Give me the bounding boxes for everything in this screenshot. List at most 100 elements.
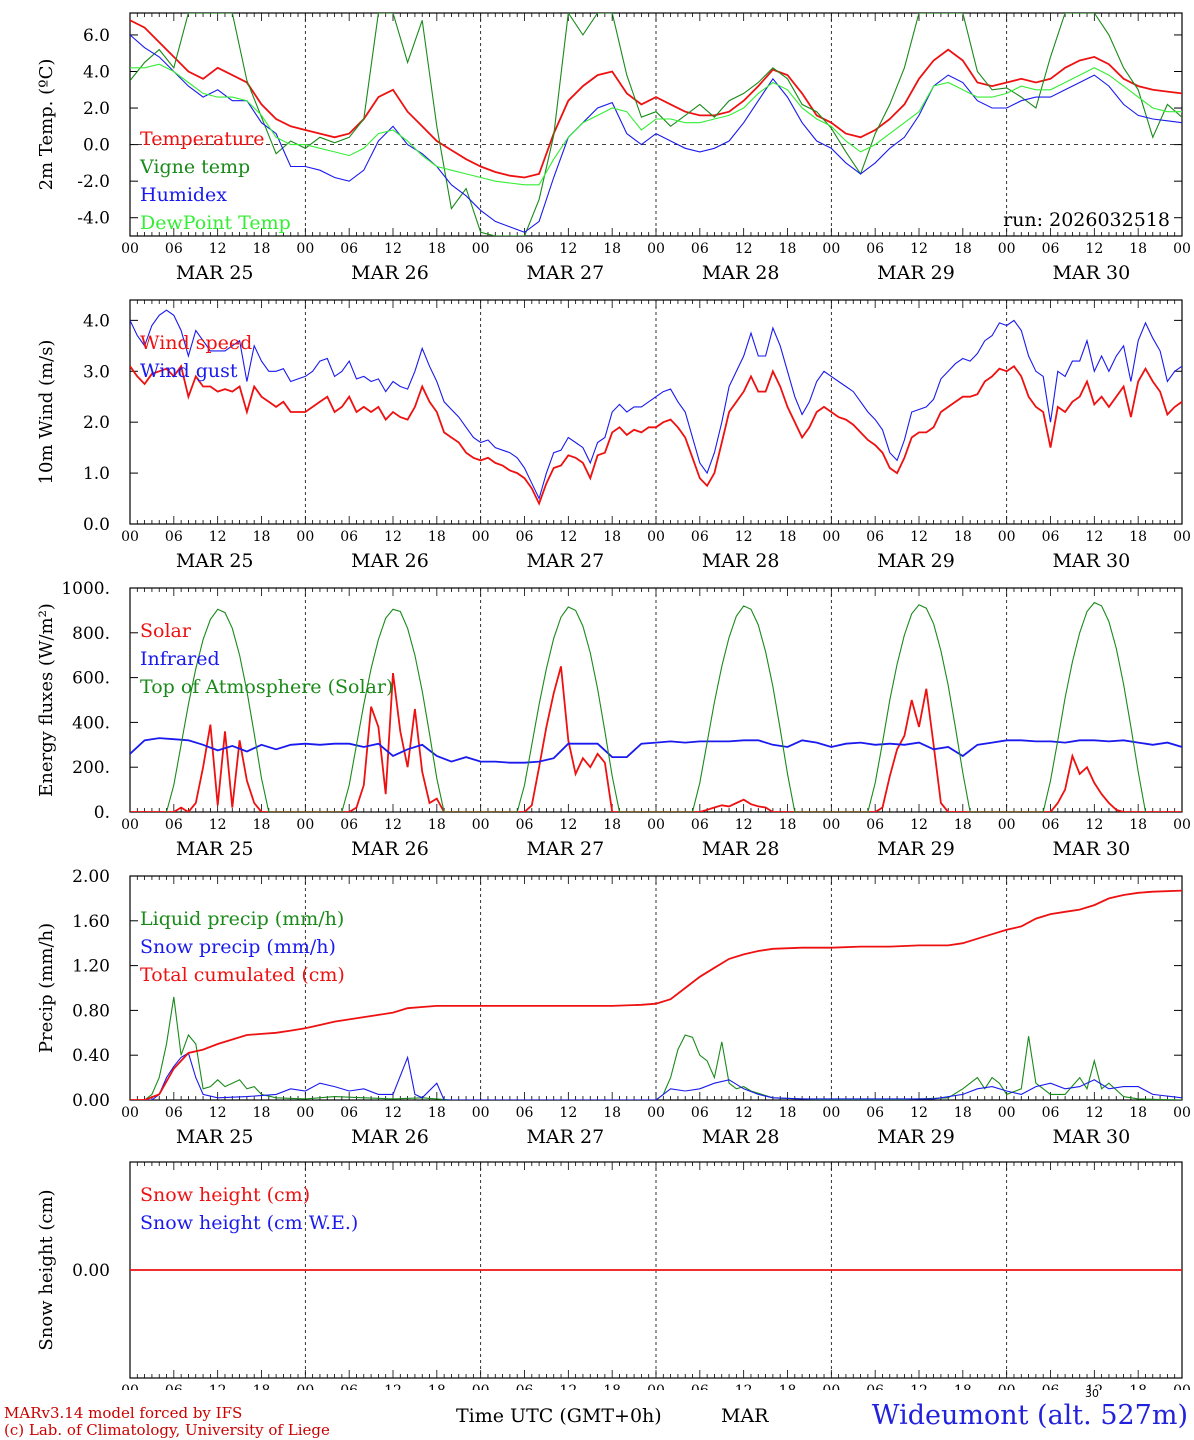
x-tick-label: 00 [472,529,490,545]
x-tick-label: 06 [866,1105,884,1121]
month-label: MAR [721,1405,769,1427]
y-tick-label: 0.40 [72,1046,110,1066]
x-tick-label: 06 [691,817,709,833]
x-tick-label: 00 [822,241,840,257]
x-tick-label: 18 [1129,817,1147,833]
legend-entry: Infrared [140,648,220,670]
x-tick-label: 06 [1042,1383,1060,1390]
y-axis-label: 2m Temp. (ºC) [36,59,57,191]
day-label: MAR 28 [702,550,780,572]
x-tick-label: 00 [121,1383,139,1390]
y-tick-label: 1000. [61,579,110,599]
model-credit: MARv3.14 model forced by IFS [4,1404,243,1422]
x-tick-label: 18 [428,529,446,545]
x-tick-label: 06 [165,1105,183,1121]
x-tick-label: 12 [384,1105,402,1121]
panel-snow: 00 06 12 18 00 06 12 18 00 06 12 18 00 06 12 18 00 06 12 18… [36,1161,1191,1390]
y-tick-label: 400. [72,713,110,733]
y-axis-label: Energy fluxes (W/m²) [36,603,57,797]
x-tick-label: 06 [516,529,534,545]
panel-frame [129,299,1183,525]
x-tick-label: 12 [735,1383,753,1390]
day-label: MAR 27 [526,1126,604,1148]
x-tick-label: 00 [822,529,840,545]
legend-entry: Humidex [140,184,227,206]
x-tick-label: 06 [691,1383,709,1390]
y-tick-label: 600. [72,669,110,689]
day-label: MAR 30 [1052,262,1130,284]
x-tick-label: 18 [603,817,621,833]
x-tick-label: 18 [954,817,972,833]
x-tick-label: 00 [1173,1383,1191,1390]
x-tick-label: 00 [472,817,490,833]
day-label: MAR 25 [176,550,254,572]
x-tick-label: 18 [253,1105,271,1121]
day-label: MAR 26 [351,262,429,284]
x-tick-label: 00 [647,529,665,545]
x-tick-label: 00 [822,817,840,833]
x-tick-label: 06 [165,529,183,545]
x-tick-label: 18 [1129,1105,1147,1121]
day-label: MAR 30 [1052,838,1130,860]
x-tick-label: 18 [779,529,797,545]
day-label: MAR 29 [877,262,955,284]
x-tick-label: 00 [296,1383,314,1390]
y-tick-label: -2.0 [77,172,110,192]
x-tick-label: 06 [866,241,884,257]
day-label: MAR 28 [702,262,780,284]
x-tick-label: 12 [910,529,928,545]
x-tick-label: 00 [296,241,314,257]
x-tick-label: 12 [1085,1383,1103,1390]
x-tick-label: 06 [691,241,709,257]
x-tick-label: 06 [1042,817,1060,833]
x-tick-label: 18 [253,529,271,545]
x-tick-label: 06 [516,241,534,257]
x-tick-label: 12 [735,529,753,545]
x-tick-label: 18 [603,241,621,257]
y-tick-label: 0.0 [83,136,110,156]
x-tick-label: 00 [472,241,490,257]
panel-frame [129,587,1183,813]
x-tick-label: 00 [121,1105,139,1121]
x-tick-label: 00 [822,1105,840,1121]
x-tick-label: 00 [998,817,1016,833]
day-marker: 30 [1085,1387,1099,1400]
x-tick-label: 00 [121,529,139,545]
day-label: MAR 28 [702,1126,780,1148]
x-tick-label: 06 [516,1105,534,1121]
panel-wind: 00 06 12 18 00 06 12 18 00 06 12 18 00 06 12 18 00 06 12 18… [36,299,1191,572]
x-tick-label: 00 [1173,817,1191,833]
x-tick-label: 12 [559,1105,577,1121]
x-tick-label: 06 [691,1105,709,1121]
day-label: MAR 26 [351,838,429,860]
x-tick-label: 06 [340,241,358,257]
y-tick-label: 1.0 [83,464,110,484]
day-label: MAR 27 [526,838,604,860]
x-tick-label: 00 [472,1383,490,1390]
x-tick-label: 00 [998,529,1016,545]
y-tick-label: 3.0 [83,362,110,382]
y-tick-label: 200. [72,758,110,778]
day-label: MAR 30 [1052,1126,1130,1148]
series-solar [130,666,1182,812]
y-tick-label: 0.80 [72,1001,110,1021]
y-tick-label: 4.0 [83,311,110,331]
x-tick-label: 06 [866,529,884,545]
x-tick-label: 12 [209,817,227,833]
meteogram-chart: 00 06 12 18 00 06 12 18 00 06 12 18 00 06 12 18 00 06 12 18… [36,12,1191,1390]
y-tick-label: 6.0 [83,26,110,46]
x-tick-label: 12 [910,1383,928,1390]
x-tick-label: 00 [998,1105,1016,1121]
x-tick-label: 12 [384,1383,402,1390]
x-tick-label: 06 [340,529,358,545]
x-tick-label: 18 [954,529,972,545]
legend-entry: Temperature [140,128,264,150]
x-tick-label: 06 [1042,529,1060,545]
x-tick-label: 06 [340,1105,358,1121]
x-tick-label: 18 [428,1383,446,1390]
x-tick-label: 00 [647,817,665,833]
x-tick-label: 00 [647,241,665,257]
x-tick-label: 06 [866,817,884,833]
day-label: MAR 29 [877,1126,955,1148]
legend-entry: Snow height (cm) [140,1184,310,1206]
